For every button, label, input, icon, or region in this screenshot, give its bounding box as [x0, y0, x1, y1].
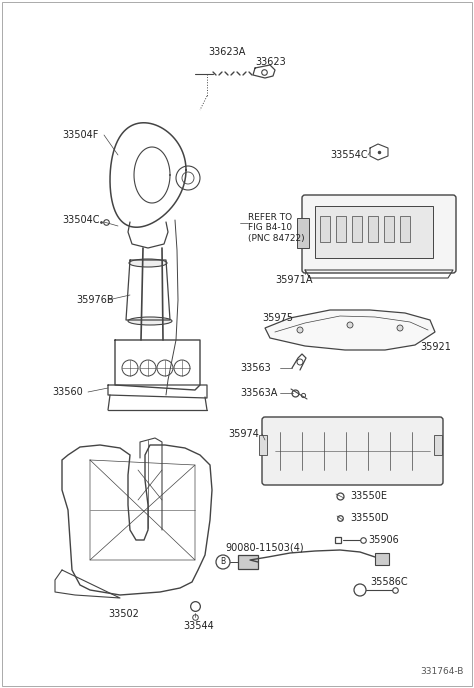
Text: 35971A: 35971A	[275, 275, 312, 285]
Circle shape	[297, 327, 303, 333]
Text: 33502: 33502	[108, 609, 139, 619]
Text: 33560: 33560	[52, 387, 83, 397]
Ellipse shape	[129, 259, 167, 267]
Bar	[259, 435, 267, 455]
Circle shape	[397, 325, 403, 331]
Text: REFER TO: REFER TO	[248, 213, 292, 222]
Bar	[238, 555, 258, 569]
Bar	[315, 206, 433, 258]
Text: 33563A: 33563A	[240, 388, 277, 398]
Circle shape	[216, 555, 230, 569]
Bar	[384, 216, 394, 242]
Bar	[352, 216, 362, 242]
Text: 35906: 35906	[368, 535, 399, 545]
Ellipse shape	[128, 317, 172, 325]
Circle shape	[354, 584, 366, 596]
Text: 33504C: 33504C	[62, 215, 100, 225]
Text: 33563: 33563	[240, 363, 271, 373]
Bar	[434, 435, 442, 455]
Text: 33623A: 33623A	[208, 47, 246, 57]
Text: 33554C: 33554C	[330, 150, 368, 160]
Bar	[320, 216, 330, 242]
FancyBboxPatch shape	[262, 417, 443, 485]
Text: 35975: 35975	[262, 313, 293, 323]
Text: 35974: 35974	[228, 429, 259, 439]
Text: 331764-B: 331764-B	[420, 667, 464, 676]
Text: FIG B4-10: FIG B4-10	[248, 224, 292, 233]
Text: 33550D: 33550D	[350, 513, 389, 523]
Polygon shape	[265, 310, 435, 350]
Text: 35976B: 35976B	[76, 295, 114, 305]
Bar	[368, 216, 378, 242]
Bar	[400, 216, 410, 242]
Text: 35921: 35921	[420, 342, 451, 352]
Bar	[375, 553, 389, 565]
Text: 33623: 33623	[255, 57, 286, 67]
FancyBboxPatch shape	[302, 195, 456, 273]
Text: 33550E: 33550E	[350, 491, 387, 501]
Text: (PNC 84722): (PNC 84722)	[248, 233, 305, 242]
Text: 33504F: 33504F	[62, 130, 99, 140]
Text: 90080-11503(4): 90080-11503(4)	[225, 543, 304, 553]
Circle shape	[347, 322, 353, 328]
Bar	[336, 216, 346, 242]
Text: 33544: 33544	[183, 621, 214, 631]
Text: B: B	[220, 557, 226, 566]
Bar	[297, 218, 309, 248]
Text: 35586C: 35586C	[370, 577, 408, 587]
